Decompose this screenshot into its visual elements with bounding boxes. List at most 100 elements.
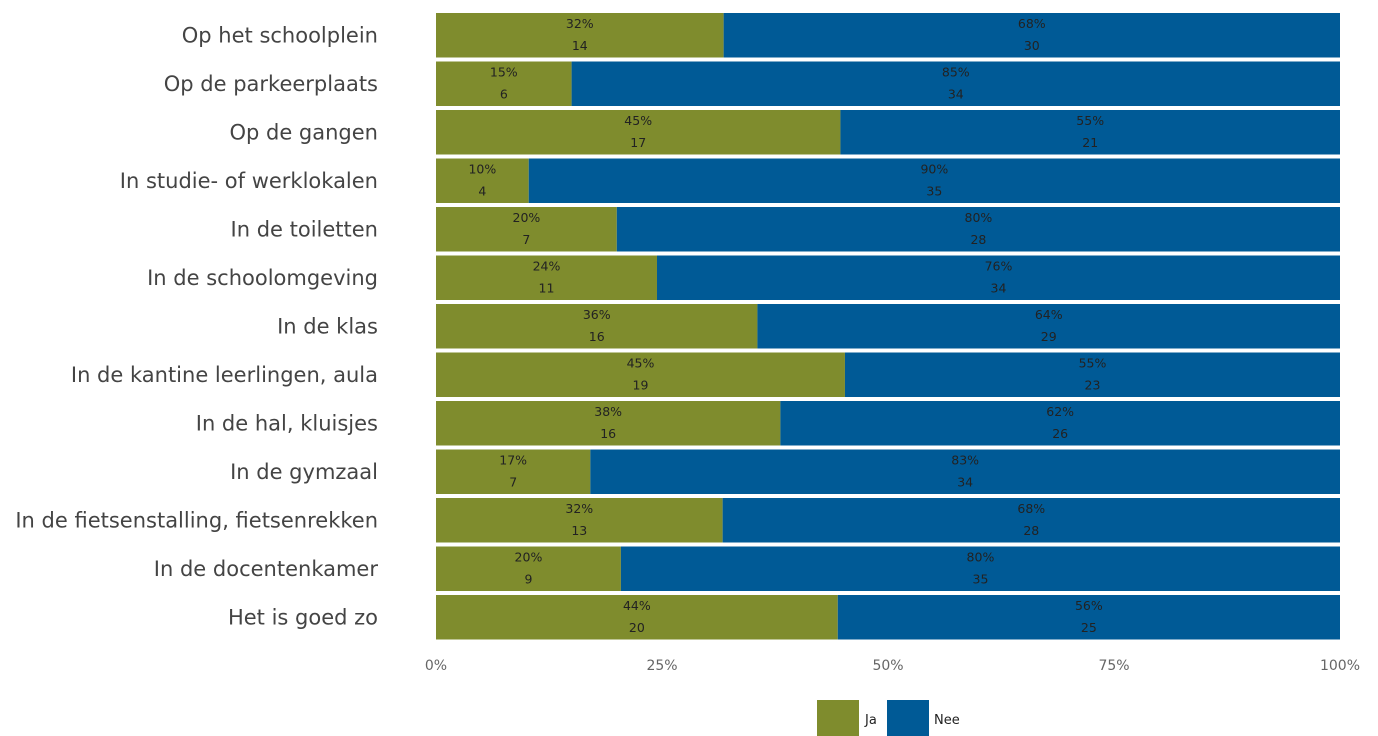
bar-segment-ja xyxy=(436,255,657,300)
count-label: 6 xyxy=(500,87,508,102)
count-label: 19 xyxy=(633,378,649,393)
count-label: 16 xyxy=(589,329,605,344)
percent-label: 17% xyxy=(499,453,527,468)
x-tick-label: 25% xyxy=(646,658,677,674)
percent-label: 44% xyxy=(623,598,651,613)
count-label: 17 xyxy=(630,135,646,150)
category-label: Op de gangen xyxy=(229,120,378,144)
bar-segment-nee xyxy=(616,207,1340,252)
category-label: In de gymzaal xyxy=(230,460,378,484)
x-axis: 0% 25% 50% 75% 100% xyxy=(425,658,1360,674)
percent-label: 45% xyxy=(624,113,652,128)
legend-swatch-ja xyxy=(817,700,859,736)
bar-segment-ja xyxy=(436,304,758,349)
plot-area: Op het schoolplein 32% 14 68% 30 Op de parkee… xyxy=(15,13,1340,640)
category-label: In de schoolomgeving xyxy=(147,266,378,290)
bar-segment-ja xyxy=(436,352,845,397)
legend-swatch-nee xyxy=(887,700,929,736)
count-label: 30 xyxy=(1024,38,1040,53)
count-label: 14 xyxy=(572,38,588,53)
percent-label: 55% xyxy=(1076,113,1104,128)
category-label: Op de parkeerplaats xyxy=(164,72,378,96)
category-label: Het is goed zo xyxy=(228,605,378,629)
count-label: 9 xyxy=(524,572,532,587)
bar-segment-nee xyxy=(780,401,1340,446)
percent-label: 68% xyxy=(1017,501,1045,516)
count-label: 26 xyxy=(1052,426,1068,441)
legend-label-nee: Nee xyxy=(934,713,960,728)
count-label: 34 xyxy=(948,87,964,102)
bar-segment-nee xyxy=(837,595,1340,640)
percent-label: 85% xyxy=(942,65,970,80)
count-label: 11 xyxy=(539,281,555,296)
percent-label: 62% xyxy=(1046,404,1074,419)
percent-label: 55% xyxy=(1079,356,1107,371)
percent-label: 64% xyxy=(1035,307,1063,322)
category-label: In de hal, kluisjes xyxy=(196,411,378,435)
count-label: 7 xyxy=(522,232,530,247)
bar-segment-ja xyxy=(436,158,529,203)
percent-label: 45% xyxy=(627,356,655,371)
count-label: 28 xyxy=(970,232,986,247)
category-label: In de docentenkamer xyxy=(154,557,379,581)
percent-label: 90% xyxy=(920,162,948,177)
category-label: Op het schoolplein xyxy=(182,23,378,47)
percent-label: 80% xyxy=(965,210,993,225)
bar-segment-nee xyxy=(844,352,1340,397)
percent-label: 32% xyxy=(566,16,594,31)
percent-label: 38% xyxy=(594,404,622,419)
count-label: 20 xyxy=(629,620,645,635)
count-label: 28 xyxy=(1023,523,1039,538)
bar-segment-ja xyxy=(436,207,617,252)
percent-label: 80% xyxy=(967,550,995,565)
bar-segment-nee xyxy=(722,498,1340,543)
bar-segment-ja xyxy=(436,498,723,543)
percent-label: 20% xyxy=(513,210,541,225)
category-label: In de kantine leerlingen, aula xyxy=(71,363,378,387)
bar-segment-nee xyxy=(840,110,1340,155)
percent-label: 36% xyxy=(583,307,611,322)
bar-segment-nee xyxy=(656,255,1340,300)
count-label: 29 xyxy=(1041,329,1057,344)
x-tick-label: 100% xyxy=(1320,658,1360,674)
count-label: 34 xyxy=(991,281,1007,296)
category-label: In de klas xyxy=(277,314,378,338)
bar-segment-nee xyxy=(590,449,1340,494)
bar-segment-ja xyxy=(436,13,724,58)
bar-segment-ja xyxy=(436,401,781,446)
bar-segment-nee xyxy=(528,158,1340,203)
x-tick-label: 0% xyxy=(425,658,447,674)
percent-label: 15% xyxy=(490,65,518,80)
percent-label: 32% xyxy=(565,501,593,516)
count-label: 35 xyxy=(926,184,942,199)
bar-segment-ja xyxy=(436,546,621,591)
bar-segment-ja xyxy=(436,449,591,494)
percent-label: 20% xyxy=(515,550,543,565)
bar-segment-ja xyxy=(436,110,841,155)
count-label: 34 xyxy=(957,475,973,490)
percent-label: 68% xyxy=(1018,16,1046,31)
bar-segment-nee xyxy=(757,304,1340,349)
bar-segment-ja xyxy=(436,61,572,106)
count-label: 23 xyxy=(1085,378,1101,393)
count-label: 16 xyxy=(600,426,616,441)
bar-segment-nee xyxy=(571,61,1340,106)
category-label: In de toiletten xyxy=(231,217,378,241)
x-tick-label: 50% xyxy=(872,658,903,674)
percent-label: 76% xyxy=(985,259,1013,274)
count-label: 21 xyxy=(1082,135,1098,150)
percent-label: 83% xyxy=(951,453,979,468)
category-label: In studie- of werklokalen xyxy=(120,169,378,193)
legend-label-ja: Ja xyxy=(864,713,877,728)
percent-label: 10% xyxy=(468,162,496,177)
legend: Ja Nee xyxy=(817,700,960,736)
percent-label: 56% xyxy=(1075,598,1103,613)
category-label: In de fietsenstalling, fietsenrekken xyxy=(15,508,378,532)
bar-segment-nee xyxy=(620,546,1340,591)
x-tick-label: 75% xyxy=(1098,658,1129,674)
percent-label: 24% xyxy=(533,259,561,274)
bar-segment-nee xyxy=(723,13,1340,58)
count-label: 7 xyxy=(509,475,517,490)
count-label: 35 xyxy=(973,572,989,587)
